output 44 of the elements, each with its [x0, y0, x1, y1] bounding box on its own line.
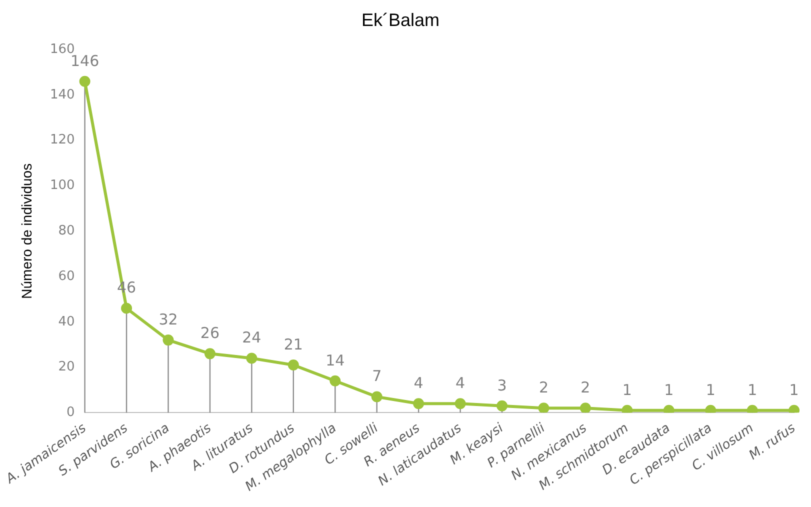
data-label: 1 [748, 380, 758, 399]
y-tick-label: 100 [50, 178, 75, 194]
point [538, 402, 550, 413]
data-label: 2 [538, 378, 549, 397]
point [162, 334, 174, 346]
data-label: 21 [284, 335, 303, 354]
data-label: 26 [200, 324, 220, 342]
y-axis-title: Número de individuos [18, 163, 34, 299]
data-label: 1 [622, 380, 632, 399]
data-label: 2 [580, 378, 590, 397]
point [204, 348, 216, 360]
data-label: 3 [497, 376, 507, 394]
point [663, 404, 674, 413]
data-label: 1 [789, 380, 799, 399]
point [580, 402, 591, 413]
data-label: 4 [456, 374, 466, 392]
data-label: 24 [242, 328, 262, 347]
y-tick-label: 120 [50, 132, 75, 148]
data-label: 1 [664, 380, 674, 399]
y-tick-label: 140 [50, 87, 75, 102]
y-tick-label: 20 [58, 360, 75, 375]
point [496, 400, 508, 412]
point [121, 302, 132, 314]
point [413, 398, 424, 410]
data-label: 1 [706, 380, 716, 399]
point [79, 76, 90, 87]
data-label: 32 [158, 310, 178, 328]
data-label: 4 [414, 374, 424, 392]
point [705, 404, 716, 413]
point [246, 352, 258, 364]
point [454, 398, 466, 410]
chart-title: Ek´Balam [361, 10, 440, 30]
point [288, 360, 299, 371]
point [788, 404, 800, 413]
point [622, 404, 633, 413]
y-tick-label: 80 [58, 224, 75, 239]
y-tick-label: 60 [58, 268, 75, 284]
point [371, 391, 382, 402]
point [330, 375, 341, 386]
y-tick-label: 0 [66, 405, 75, 420]
point [746, 404, 758, 413]
data-label: 14 [326, 351, 345, 370]
y-tick-label: 40 [58, 314, 75, 330]
data-label: 7 [372, 367, 382, 386]
